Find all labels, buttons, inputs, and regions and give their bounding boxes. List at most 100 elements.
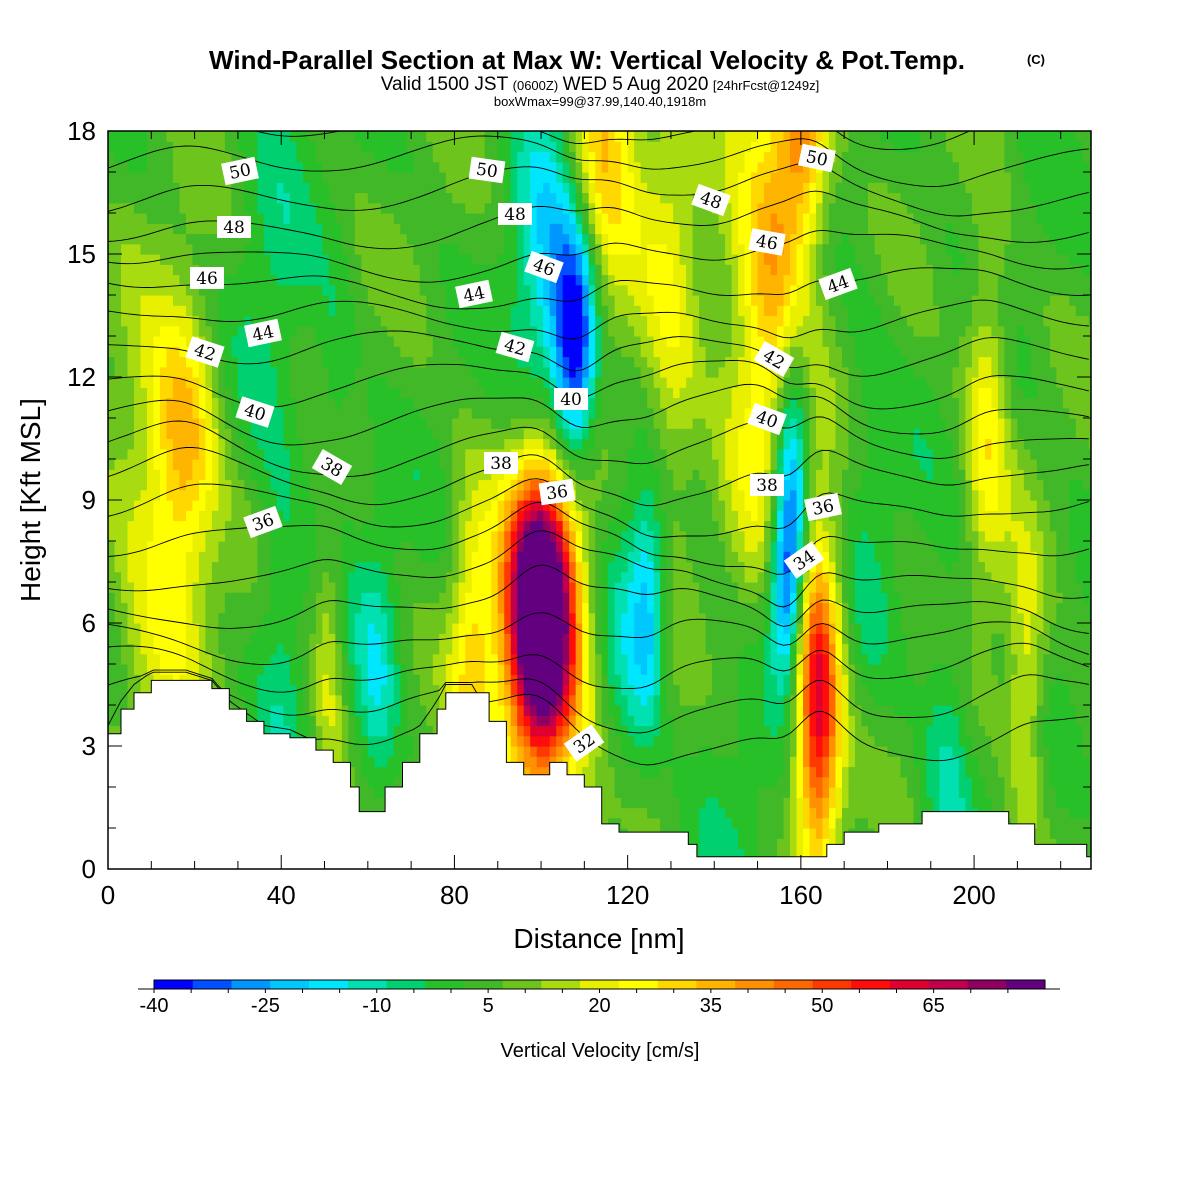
w-cell (504, 571, 512, 583)
w-cell (374, 612, 382, 624)
w-cell (354, 346, 362, 358)
w-cell (127, 346, 135, 358)
w-cell (510, 520, 518, 532)
w-cell (452, 223, 460, 235)
w-cell (432, 254, 440, 265)
w-cell (335, 377, 343, 388)
w-cell (549, 674, 557, 686)
w-cell (114, 459, 122, 470)
w-cell (211, 520, 220, 532)
w-cell (257, 438, 265, 450)
w-cell (439, 366, 447, 378)
w-cell (309, 592, 317, 604)
w-cell (146, 377, 155, 388)
w-cell (120, 418, 129, 429)
w-cell (185, 172, 194, 183)
w-cell (387, 776, 395, 788)
w-cell (250, 295, 258, 306)
w-cell (374, 151, 382, 163)
w-cell (159, 612, 168, 624)
w-cell (348, 284, 356, 296)
w-cell (211, 592, 220, 604)
w-cell (445, 623, 453, 634)
w-cell (218, 387, 226, 399)
w-cell (426, 151, 434, 163)
w-cell (276, 551, 284, 563)
w-cell (549, 459, 557, 470)
w-cell (140, 633, 148, 645)
w-cell (517, 582, 525, 593)
w-cell (146, 582, 155, 593)
w-cell (166, 141, 174, 153)
w-cell (523, 766, 531, 778)
w-cell (146, 561, 155, 573)
w-cell (153, 223, 161, 235)
w-cell (445, 336, 453, 347)
w-cell (276, 387, 284, 399)
w-cell (120, 500, 129, 511)
w-cell (322, 438, 330, 450)
w-cell (497, 541, 505, 552)
w-cell (179, 325, 187, 337)
w-cell (543, 366, 551, 378)
w-cell (426, 725, 434, 737)
w-cell (205, 561, 213, 573)
w-cell (335, 315, 343, 327)
w-cell (205, 571, 213, 583)
w-cell (517, 469, 525, 481)
w-cell (530, 202, 538, 214)
w-cell (367, 387, 375, 399)
w-cell (263, 633, 271, 645)
w-cell (445, 397, 453, 409)
w-cell (478, 397, 486, 409)
w-cell (276, 705, 284, 716)
w-cell (270, 182, 278, 194)
w-cell (328, 541, 336, 552)
w-cell (504, 623, 512, 634)
w-cell (413, 366, 421, 378)
w-cell (179, 551, 187, 563)
w-cell (354, 571, 362, 583)
w-cell (270, 448, 278, 460)
w-cell (322, 571, 330, 583)
w-cell (231, 233, 239, 245)
w-cell (231, 510, 239, 522)
w-cell (309, 602, 317, 614)
w-cell (504, 428, 512, 440)
w-cell (341, 674, 349, 686)
w-cell (504, 715, 512, 727)
w-cell (413, 469, 421, 481)
w-cell (159, 674, 168, 686)
w-cell (413, 336, 421, 347)
w-cell (367, 346, 375, 358)
w-cell (452, 520, 460, 532)
w-cell (419, 520, 427, 532)
w-cell (322, 254, 330, 265)
w-cell (387, 264, 395, 276)
w-cell (471, 459, 479, 470)
w-cell (192, 131, 200, 142)
w-cell (497, 233, 505, 245)
w-cell (166, 510, 174, 522)
w-cell (413, 653, 421, 665)
w-cell (250, 346, 258, 358)
w-cell (374, 223, 382, 235)
w-cell (374, 746, 382, 757)
w-cell (211, 633, 220, 645)
w-cell (270, 141, 278, 153)
w-cell (192, 356, 200, 368)
w-cell (108, 377, 116, 388)
w-cell (380, 551, 388, 563)
w-cell (185, 223, 194, 235)
w-cell (108, 715, 116, 727)
w-cell (426, 623, 434, 634)
w-cell (484, 500, 492, 511)
w-cell (322, 356, 330, 368)
w-cell (354, 274, 362, 286)
w-cell (218, 284, 226, 296)
w-cell (244, 131, 252, 142)
w-cell (263, 612, 271, 624)
w-cell (179, 151, 187, 163)
w-cell (530, 192, 538, 204)
w-cell (348, 459, 356, 470)
